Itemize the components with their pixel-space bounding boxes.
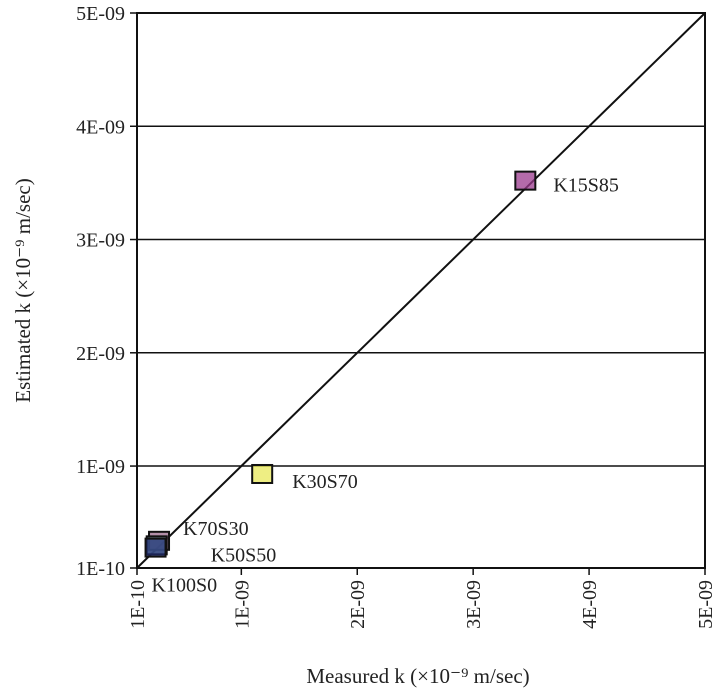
x-axis-ticks: 1E-10 1E-09 2E-09 3E-09 4E-09 5E-09 xyxy=(127,568,717,629)
data-point-k30s70: K30S70 xyxy=(251,463,358,493)
point-label: K30S70 xyxy=(292,471,358,493)
x-tick-label: 3E-09 xyxy=(463,580,485,629)
x-tick-label: 1E-09 xyxy=(231,580,253,629)
point-label: K100S0 xyxy=(152,575,218,597)
point-label: K15S85 xyxy=(553,175,619,197)
square-marker xyxy=(144,537,167,558)
y-tick-label: 1E-10 xyxy=(76,558,125,580)
data-points: K15S85 K30S70 K70S30 K50S50 K100S0 xyxy=(144,170,619,597)
data-point-k15s85: K15S85 xyxy=(514,170,619,197)
grid-lines xyxy=(137,125,705,467)
x-tick-label: 1E-10 xyxy=(127,580,149,629)
x-tick-label: 2E-09 xyxy=(347,580,369,629)
y-tick-label: 5E-09 xyxy=(76,3,125,25)
plot-frame xyxy=(136,12,706,569)
y-tick-label: 3E-09 xyxy=(76,230,125,252)
y-tick-label: 2E-09 xyxy=(76,343,125,365)
x-tick-label: 4E-09 xyxy=(579,580,601,629)
y-axis-ticks: 1E-10 1E-09 2E-09 3E-09 4E-09 5E-09 xyxy=(76,3,137,580)
point-label: K50S50 xyxy=(211,544,277,566)
y-tick-label: 4E-09 xyxy=(76,116,125,138)
data-point-k100s0: K100S0 xyxy=(144,537,218,597)
x-tick-label: 5E-09 xyxy=(695,580,717,629)
point-label: K70S30 xyxy=(183,518,249,540)
square-marker xyxy=(251,463,274,484)
y-axis-title: Estimated k (×10⁻⁹ m/sec) xyxy=(11,178,35,402)
y-tick-label: 1E-09 xyxy=(76,456,125,478)
one-to-one-line xyxy=(136,12,706,569)
square-marker xyxy=(514,170,537,191)
x-axis-title: Measured k (×10⁻⁹ m/sec) xyxy=(306,664,529,688)
